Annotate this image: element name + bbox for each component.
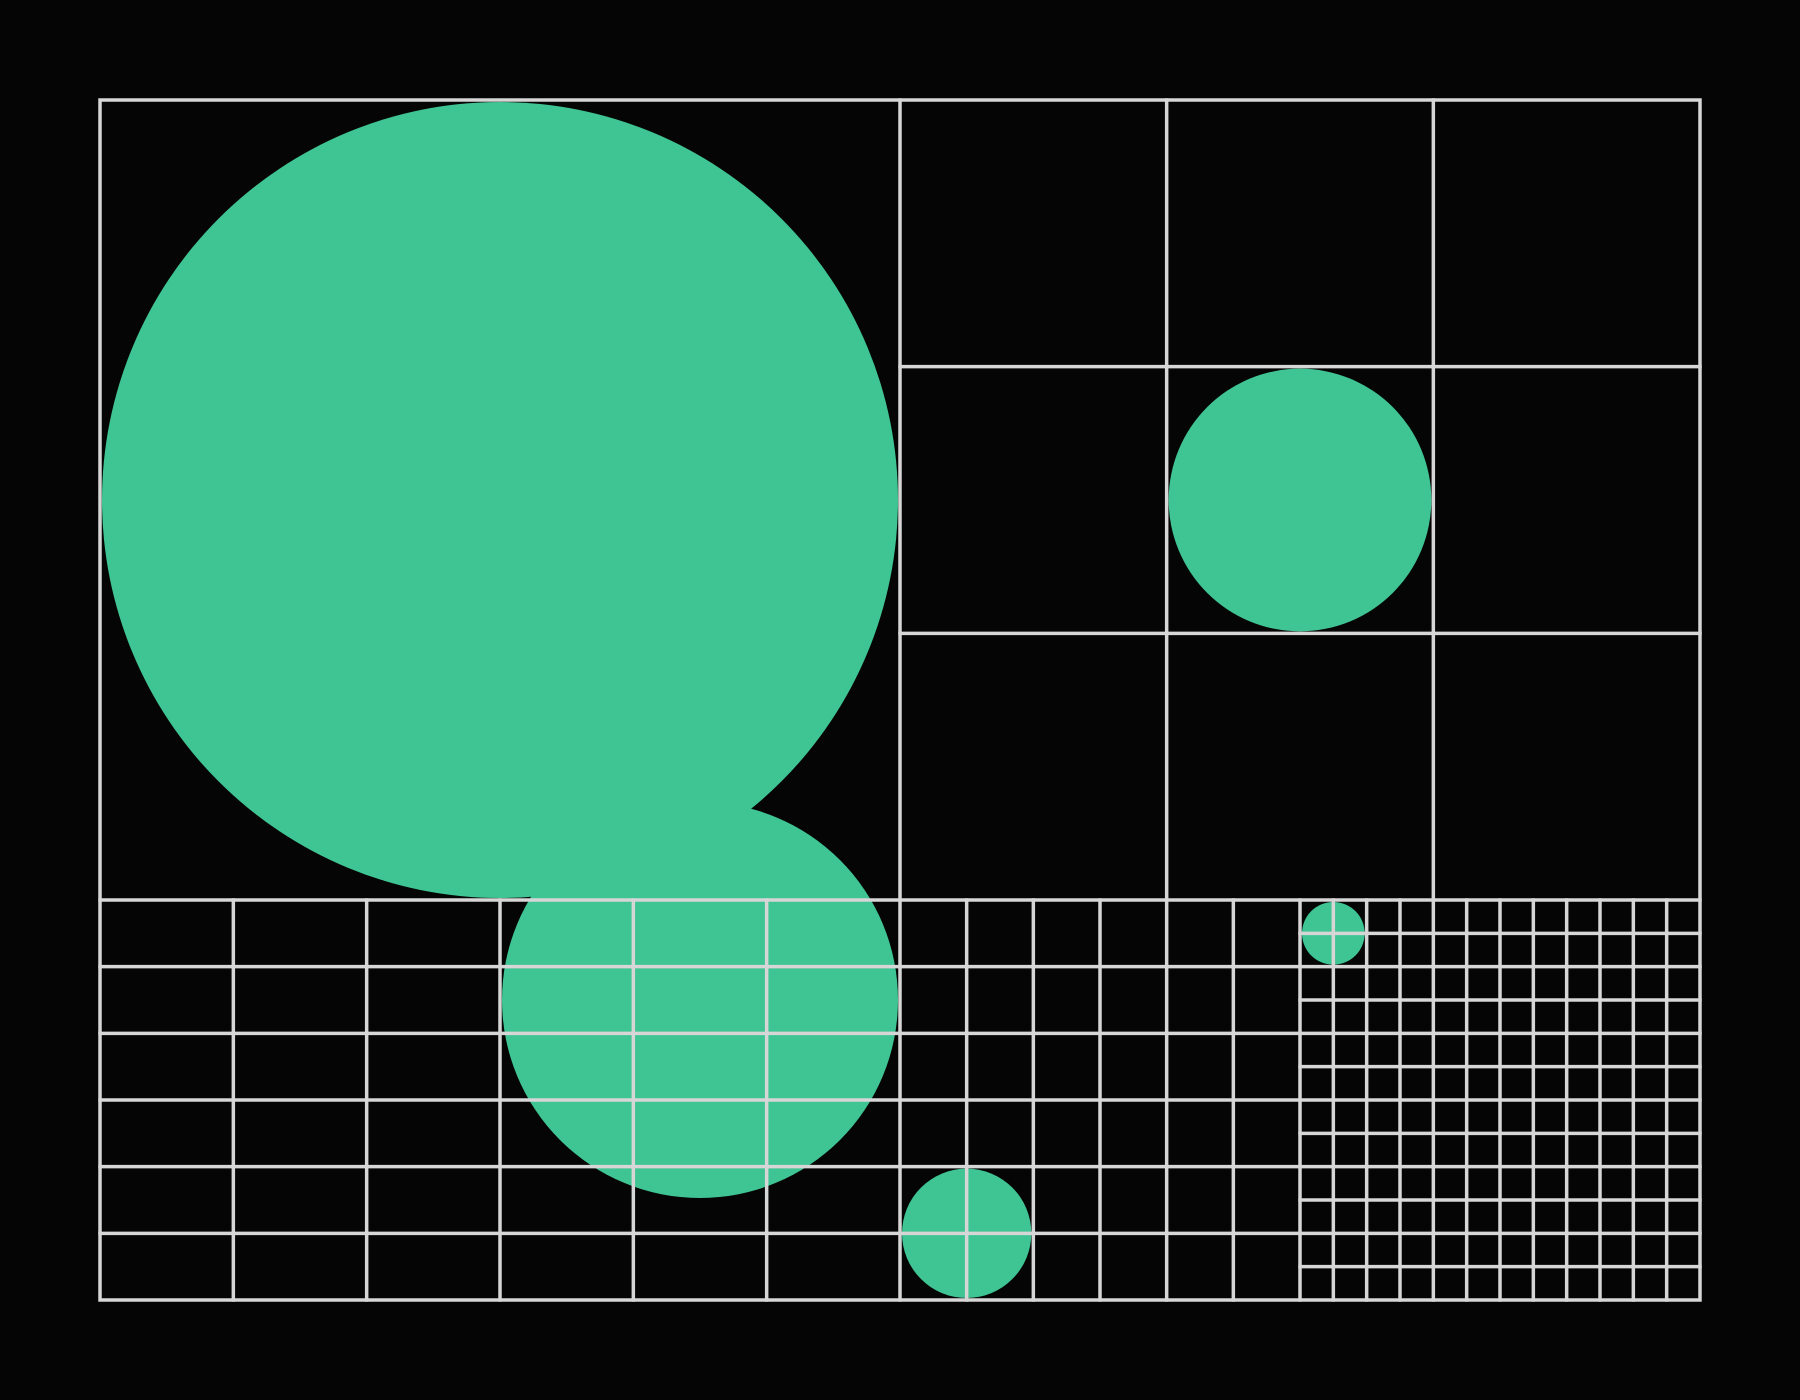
top-left-circle	[102, 102, 898, 898]
circles-layer	[102, 102, 1432, 1299]
top-right-circle	[1168, 368, 1432, 632]
bottom-left-circle	[502, 802, 898, 1198]
grid-layer	[98, 98, 1702, 1302]
outer-frame	[98, 98, 1702, 1302]
